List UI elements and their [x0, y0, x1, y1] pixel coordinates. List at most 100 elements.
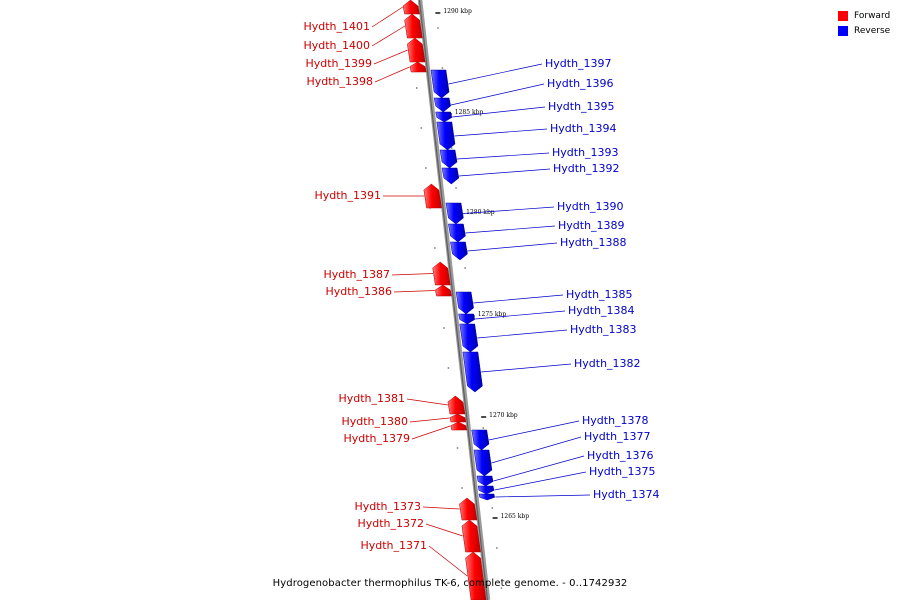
gene-hydth-1377-arrow[interactable] [473, 449, 493, 477]
gene-hydth-1378-arrow[interactable] [471, 429, 490, 451]
leader-line [456, 152, 550, 160]
leader-line [428, 545, 468, 577]
gene-hydth-1390-arrow[interactable] [445, 202, 464, 225]
leader-line [495, 494, 591, 498]
gene-label-hydth-1401[interactable]: Hydth_1401 [303, 20, 370, 33]
forward-swatch [838, 10, 848, 21]
leader-line [393, 290, 435, 293]
gene-hydth-1391-arrow[interactable] [423, 183, 442, 209]
gene-hydth-1375-arrow[interactable] [477, 485, 495, 495]
leader-line [475, 310, 566, 320]
gene-hydth-1400-arrow[interactable] [404, 13, 423, 39]
leader-line [458, 168, 551, 177]
gene-label-hydth-1397[interactable]: Hydth_1397 [545, 57, 612, 70]
gene-hydth-1380-arrow[interactable] [449, 413, 467, 423]
gene-label-hydth-1392[interactable]: Hydth_1392 [553, 162, 620, 175]
leader-line [391, 273, 434, 276]
leader-line [493, 455, 585, 482]
gene-hydth-1399-arrow[interactable] [407, 37, 426, 63]
gene-hydth-1379-arrow[interactable] [450, 421, 468, 431]
tick-label: 1285 kbp [455, 109, 484, 116]
gene-label-hydth-1373[interactable]: Hydth_1373 [354, 500, 421, 513]
tick-label: 1275 kbp [478, 311, 507, 318]
leader-line [473, 294, 564, 304]
legend-item-reverse: Reverse [838, 23, 890, 38]
gene-label-hydth-1389[interactable]: Hydth_1389 [558, 219, 625, 232]
gene-label-hydth-1379[interactable]: Hydth_1379 [343, 432, 410, 445]
leader-line [373, 49, 408, 65]
gene-label-hydth-1388[interactable]: Hydth_1388 [560, 236, 627, 249]
gene-label-hydth-1394[interactable]: Hydth_1394 [550, 122, 617, 135]
legend-label-reverse: Reverse [854, 25, 891, 36]
gene-hydth-1389-arrow[interactable] [448, 223, 466, 243]
leader-line [411, 425, 451, 440]
genome-axis-core [418, 0, 488, 600]
tick-label: 1265 kbp [501, 513, 530, 520]
gene-label-hydth-1386[interactable]: Hydth_1386 [325, 285, 392, 298]
gene-label-hydth-1393[interactable]: Hydth_1393 [552, 146, 619, 159]
leader-line [488, 420, 580, 441]
leader-line [371, 25, 406, 47]
gene-hydth-1395-arrow[interactable] [435, 111, 453, 123]
leader-line [454, 128, 548, 137]
leader-line [465, 225, 556, 234]
gene-label-hydth-1374[interactable]: Hydth_1374 [593, 488, 660, 501]
gene-hydth-1376-arrow[interactable] [476, 475, 494, 487]
gene-hydth-1374-arrow[interactable] [478, 493, 495, 501]
leader-line [452, 106, 546, 118]
gene-label-hydth-1391[interactable]: Hydth_1391 [314, 189, 381, 202]
legend: Forward Reverse [838, 8, 890, 38]
leader-line [467, 242, 558, 252]
gene-label-hydth-1380[interactable]: Hydth_1380 [341, 415, 408, 428]
gene-label-hydth-1387[interactable]: Hydth_1387 [323, 268, 390, 281]
gene-label-hydth-1376[interactable]: Hydth_1376 [587, 449, 654, 462]
gene-label-hydth-1395[interactable]: Hydth_1395 [548, 100, 615, 113]
gene-label-hydth-1385[interactable]: Hydth_1385 [566, 288, 633, 301]
gene-hydth-1387-arrow[interactable] [432, 261, 451, 286]
leader-line [425, 523, 463, 537]
gene-label-hydth-1396[interactable]: Hydth_1396 [547, 77, 614, 90]
gene-hydth-1401-arrow[interactable] [402, 0, 420, 15]
gene-hydth-1394-arrow[interactable] [436, 121, 456, 151]
gene-label-hydth-1384[interactable]: Hydth_1384 [568, 304, 635, 317]
gene-hydth-1398-arrow[interactable] [409, 61, 427, 73]
gene-label-hydth-1371[interactable]: Hydth_1371 [360, 539, 427, 552]
gene-hydth-1396-arrow[interactable] [433, 97, 451, 113]
gene-hydth-1373-arrow[interactable] [459, 497, 478, 521]
gene-hydth-1386-arrow[interactable] [435, 284, 452, 297]
gene-hydth-1392-arrow[interactable] [441, 167, 460, 185]
leader-line [481, 363, 572, 373]
gene-hydth-1388-arrow[interactable] [450, 241, 468, 261]
leader-line [450, 83, 545, 106]
gene-label-hydth-1399[interactable]: Hydth_1399 [305, 57, 372, 70]
gene-label-hydth-1400[interactable]: Hydth_1400 [303, 39, 370, 52]
gene-hydth-1393-arrow[interactable] [439, 149, 458, 169]
gene-label-hydth-1383[interactable]: Hydth_1383 [570, 323, 637, 336]
gene-label-hydth-1381[interactable]: Hydth_1381 [338, 392, 405, 405]
reverse-swatch [838, 25, 848, 36]
leader-line [409, 417, 450, 423]
leader-line [491, 436, 582, 464]
gene-label-hydth-1390[interactable]: Hydth_1390 [557, 200, 624, 213]
gene-hydth-1381-arrow[interactable] [447, 395, 466, 415]
gene-label-hydth-1377[interactable]: Hydth_1377 [584, 430, 651, 443]
gene-label-hydth-1372[interactable]: Hydth_1372 [357, 517, 424, 530]
leader-line [374, 66, 410, 83]
gene-label-hydth-1378[interactable]: Hydth_1378 [582, 414, 649, 427]
gene-hydth-1385-arrow[interactable] [455, 291, 474, 315]
gene-hydth-1371-arrow[interactable] [465, 551, 487, 600]
gene-label-hydth-1382[interactable]: Hydth_1382 [574, 357, 641, 370]
gene-hydth-1384-arrow[interactable] [458, 313, 476, 325]
genome-caption: Hydrogenobacter thermophilus TK-6, compl… [272, 578, 628, 589]
gene-label-hydth-1398[interactable]: Hydth_1398 [306, 75, 373, 88]
gene-label-hydth-1375[interactable]: Hydth_1375 [589, 465, 656, 478]
leader-line [448, 63, 543, 85]
gene-hydth-1397-arrow[interactable] [430, 69, 450, 99]
tick-label: 1290 kbp [443, 8, 472, 15]
leader-line [422, 506, 460, 510]
leader-line [406, 398, 448, 406]
gene-hydth-1383-arrow[interactable] [459, 323, 479, 353]
gene-hydth-1382-arrow[interactable] [462, 351, 483, 393]
leader-line [477, 329, 568, 339]
